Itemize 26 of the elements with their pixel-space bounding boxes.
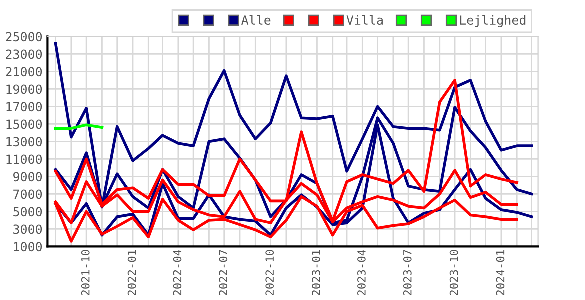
x-tick-label: 2023-10 bbox=[450, 250, 458, 296]
y-tick-label: 17000 bbox=[6, 102, 42, 112]
y-tick-label: 5000 bbox=[14, 207, 42, 217]
y-tick-label: 7000 bbox=[14, 190, 42, 200]
y-tick-label: 21000 bbox=[6, 67, 42, 77]
x-tick-label: 2023-04 bbox=[358, 250, 366, 296]
legend-label: Lejlighed bbox=[460, 15, 526, 28]
y-tick-label: 15000 bbox=[6, 120, 42, 130]
y-tick-label: 9000 bbox=[14, 172, 42, 182]
x-tick-label: 2022-07 bbox=[219, 250, 228, 296]
y-tick-label: 1000 bbox=[14, 242, 42, 252]
legend-label: Villa bbox=[346, 15, 383, 25]
y-tick-label: 25000 bbox=[6, 32, 42, 42]
x-tick-label: 2024-01 bbox=[496, 250, 505, 296]
y-tick-label: 13000 bbox=[6, 137, 42, 147]
x-tick-label: 2022-10 bbox=[266, 250, 274, 296]
y-tick-label: 19000 bbox=[6, 84, 42, 94]
x-tick-label: 2022-01 bbox=[128, 250, 136, 296]
y-tick-label: 23000 bbox=[6, 50, 42, 60]
y-tick-label: 3000 bbox=[14, 224, 42, 234]
x-tick-label: 2021-10 bbox=[81, 250, 90, 296]
x-tick-label: 2023-07 bbox=[403, 250, 412, 296]
x-tick-label: 2023-01 bbox=[312, 250, 320, 296]
x-tick-label: 2022-04 bbox=[173, 250, 182, 296]
y-tick-label: 11000 bbox=[6, 154, 42, 164]
legend-label: Alle bbox=[242, 15, 271, 25]
